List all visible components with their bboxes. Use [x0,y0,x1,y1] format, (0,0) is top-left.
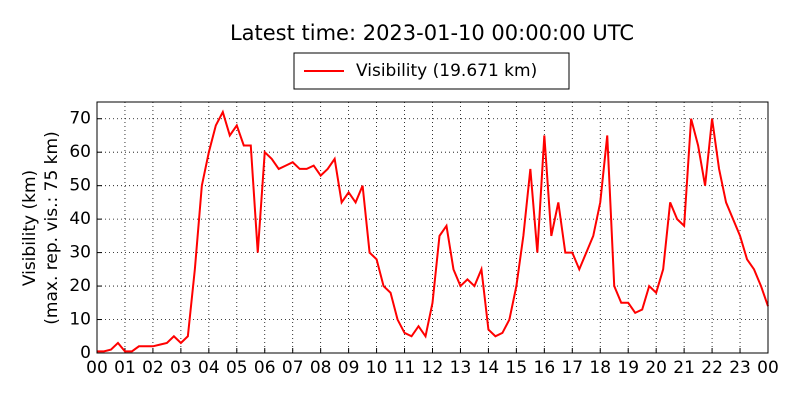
x-tick-label: 16 [534,358,556,378]
data-line [97,109,769,353]
x-tick-label: 17 [561,358,583,378]
x-tick-label: 18 [589,358,611,378]
x-tick-label: 21 [673,358,695,378]
x-tick-label: 19 [617,358,639,378]
x-tick-label: 06 [254,358,276,378]
x-tick-label: 00 [757,358,779,378]
y-tick-label: 50 [69,176,91,196]
chart-title: Latest time: 2023-01-10 00:00:00 UTC [230,21,634,45]
x-tick-label: 13 [450,358,472,378]
x-tick-label: 22 [701,358,723,378]
x-tick-label: 01 [114,358,136,378]
y-tick-label: 40 [69,209,91,229]
y-tick-label: 60 [69,142,91,162]
x-tick-label: 10 [366,358,388,378]
x-tick-label: 14 [478,358,500,378]
legend: Visibility (19.671 km) [293,52,570,90]
y-tick-label: 30 [69,243,91,263]
x-tick-label: 03 [170,358,192,378]
x-tick-label: 07 [282,358,304,378]
x-tick-label: 08 [310,358,332,378]
y-axis-label: (max. rep. vis.: 75 km) [42,131,62,324]
y-tick-label: 10 [69,310,91,330]
x-tick-label: 00 [86,358,108,378]
x-tick-label: 12 [422,358,444,378]
x-tick-label: 23 [729,358,751,378]
x-tick-label: 05 [226,358,248,378]
y-tick-label: 20 [69,276,91,296]
x-tick-label: 02 [142,358,164,378]
y-tick-label: 0 [80,343,91,363]
x-tick-label: 11 [394,358,416,378]
y-axis-label: Visibility (km) [20,170,40,286]
legend-label: Visibility (19.671 km) [356,61,537,81]
x-tick-label: 20 [645,358,667,378]
y-tick-label: 70 [69,109,91,129]
plot-frame [96,101,769,354]
x-tick-label: 15 [506,358,528,378]
x-tick-label: 09 [338,358,360,378]
x-tick-label: 04 [198,358,220,378]
